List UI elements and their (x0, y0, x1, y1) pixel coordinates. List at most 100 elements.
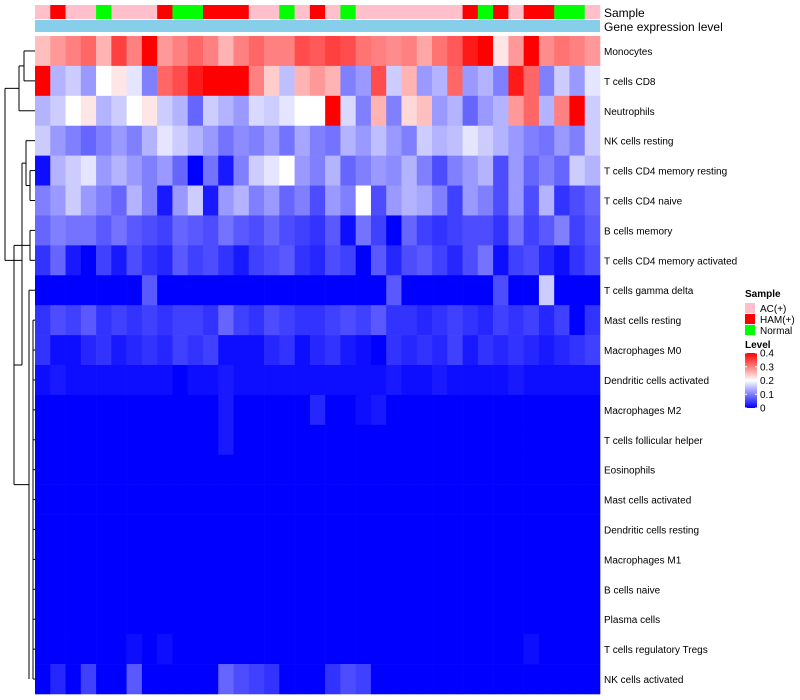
heatmap-cell (386, 514, 402, 545)
heatmap-cell (126, 185, 143, 216)
heatmap-cell (325, 36, 341, 67)
heatmap-cell (462, 275, 479, 306)
heatmap-cell (355, 215, 372, 246)
row-labels: Monocytes T cells CD8 Neutrophils NK cells … (604, 47, 737, 686)
heatmap-cell (584, 305, 601, 336)
heatmap-cell (233, 574, 250, 605)
heatmap-cell (309, 454, 326, 485)
heatmap-cell (554, 305, 570, 336)
heatmap-cell (325, 305, 341, 336)
heatmap-cell (432, 365, 448, 396)
heatmap-cell (584, 454, 601, 485)
heatmap-cell (554, 275, 570, 306)
heatmap-cell (96, 604, 112, 635)
heatmap-cell (584, 95, 601, 127)
row-label: T cells regulatory Tregs (604, 645, 708, 656)
heatmap-cell (96, 65, 112, 97)
heatmap-cell (309, 394, 326, 426)
heatmap-cell (355, 275, 372, 306)
heatmap-cell (538, 634, 555, 665)
heatmap-cell (462, 484, 479, 515)
heatmap-cell (35, 574, 51, 605)
heatmap-cell (569, 634, 586, 665)
heatmap-cell (538, 394, 555, 426)
heatmap-cell (416, 275, 433, 306)
heatmap-cell (432, 305, 448, 336)
heatmap-cell (340, 634, 356, 665)
sample-annotation-cell (493, 5, 509, 19)
heatmap-cell (65, 95, 82, 127)
heatmap-cell (172, 544, 189, 575)
heatmap-cell (493, 305, 509, 336)
heatmap-cell (141, 305, 158, 336)
heatmap-cell (401, 394, 418, 426)
heatmap-cell (50, 36, 66, 67)
heatmap-cell (126, 544, 143, 575)
heatmap-cell (96, 335, 112, 366)
heatmap-cell (309, 185, 326, 216)
heatmap-cell (447, 125, 463, 156)
heatmap-cell (508, 275, 524, 306)
heatmap-cell (126, 454, 143, 485)
heatmap-cell (386, 394, 402, 426)
heatmap-cell (538, 365, 555, 396)
heatmap-cell (187, 604, 204, 635)
heatmap-cell (386, 574, 402, 605)
heatmap-cell (569, 365, 586, 396)
heatmap-cell (65, 335, 82, 366)
heatmap-cell (401, 365, 418, 396)
legend-sample-swatch (745, 303, 755, 313)
heatmap-cell (554, 185, 570, 216)
heatmap-cell (493, 245, 509, 276)
heatmap-cell (248, 634, 265, 665)
row-label: Dendritic cells resting (604, 526, 699, 537)
heatmap-cell (248, 275, 265, 306)
heatmap-cell (569, 335, 586, 366)
heatmap-cell (416, 65, 433, 97)
sample-annotation-label: Sample (604, 6, 645, 20)
heatmap-cell (477, 36, 494, 67)
heatmap-cell (447, 544, 463, 575)
heatmap-cell (554, 215, 570, 246)
heatmap-cell (508, 215, 524, 246)
heatmap-cell (65, 305, 82, 336)
heatmap-cell (111, 36, 127, 67)
heatmap-cell (569, 454, 586, 485)
heatmap-cell (386, 604, 402, 635)
heatmap-cell (355, 95, 372, 127)
heatmap-cell (218, 65, 234, 97)
sample-annotation-cell (569, 5, 586, 19)
heatmap-cell (172, 574, 189, 605)
heatmap-cell (462, 394, 479, 426)
heatmap-cell (157, 65, 173, 97)
sample-annotation-cell (523, 5, 540, 19)
heatmap-cell (126, 394, 143, 426)
heatmap-cell (355, 664, 372, 695)
heatmap-cell (554, 514, 570, 545)
sample-annotation-cell (279, 5, 295, 19)
heatmap-cell (65, 514, 82, 545)
heatmap-cell (264, 544, 280, 575)
heatmap-cell (111, 95, 127, 127)
heatmap-cell (157, 365, 173, 396)
heatmap-cell (508, 394, 524, 426)
sample-annotation-cell (65, 5, 82, 19)
heatmap-cell (523, 574, 540, 605)
heatmap-cell (126, 365, 143, 396)
heatmap-cell (279, 634, 295, 665)
heatmap-cell (493, 125, 509, 156)
heatmap-cell (447, 155, 463, 186)
heatmap-cell (172, 484, 189, 515)
heatmap-cell (65, 155, 82, 186)
row-label: Eosinophils (604, 466, 655, 477)
heatmap-cell (248, 305, 265, 336)
heatmap-cell (462, 604, 479, 635)
heatmap-cell (477, 335, 494, 366)
heatmap-cell (569, 95, 586, 127)
row-label: Mast cells activated (604, 496, 691, 507)
heatmap-cell (416, 484, 433, 515)
heatmap-cell (264, 275, 280, 306)
legend-level-tick-label: 0 (760, 404, 766, 415)
heatmap-cell (141, 454, 158, 485)
heatmap-cell (340, 544, 356, 575)
